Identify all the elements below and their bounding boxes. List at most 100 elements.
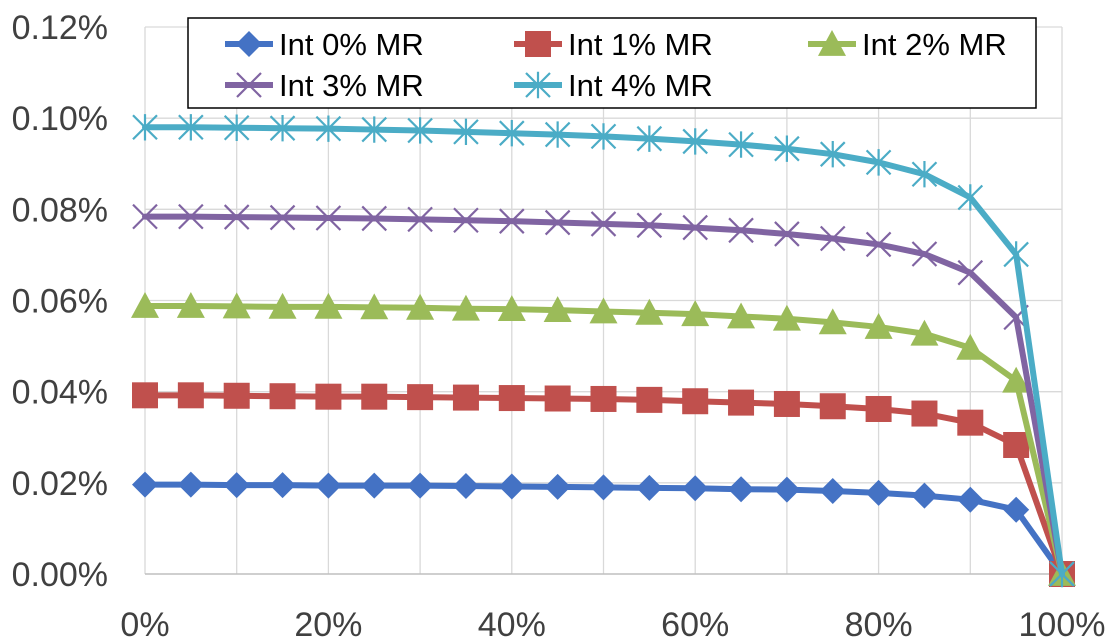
- data-point: [590, 474, 617, 501]
- data-point: [682, 214, 708, 241]
- data-point: [132, 471, 158, 498]
- data-point: [865, 395, 892, 422]
- data-point: [590, 385, 617, 412]
- data-point: [132, 382, 158, 409]
- data-point: [360, 293, 389, 320]
- x-axis-tick-labels: 0% 20% 40% 60% 80% 100%: [120, 606, 1105, 643]
- data-point: [407, 117, 433, 144]
- data-point: [728, 389, 755, 416]
- data-point: [451, 294, 480, 321]
- data-point: [728, 476, 755, 503]
- data-point: [636, 212, 663, 239]
- data-point: [544, 385, 571, 412]
- legend-label: Int 3% MR: [279, 68, 424, 103]
- data-point: [543, 296, 572, 322]
- data-point: [177, 382, 204, 409]
- legend-marker: [236, 31, 262, 57]
- data-point: [865, 231, 892, 258]
- data-point: [957, 259, 984, 286]
- legend-item: Int 2% MR: [808, 27, 1007, 62]
- data-point: [911, 241, 938, 267]
- data-point: [314, 292, 343, 319]
- y-tick-label: 0.00%: [12, 556, 108, 594]
- data-point: [1003, 431, 1030, 458]
- data-point: [590, 123, 617, 150]
- data-point: [315, 472, 342, 499]
- data-point: [819, 478, 846, 505]
- x-tick-label: 100%: [1019, 606, 1106, 643]
- x-tick-label: 40%: [478, 606, 546, 643]
- legend-marker: [525, 71, 551, 99]
- legend-marker: [236, 72, 262, 98]
- data-point: [911, 482, 938, 509]
- data-point: [774, 221, 800, 247]
- data-point: [819, 225, 846, 252]
- data-point: [544, 121, 571, 148]
- data-point: [178, 114, 204, 141]
- data-point: [452, 473, 479, 500]
- data-point: [728, 131, 754, 158]
- data-point: [361, 472, 388, 499]
- data-point: [818, 308, 847, 335]
- data-point: [223, 382, 250, 409]
- legend-marker: [525, 31, 551, 57]
- data-point: [910, 319, 939, 346]
- legend-label: Int 2% MR: [862, 27, 1007, 62]
- chart-legend: Int 0% MR Int 1% MR Int 2% MR Int 3% MR Int …: [187, 17, 1037, 109]
- data-point: [497, 295, 526, 322]
- data-point: [178, 203, 204, 230]
- data-point: [911, 400, 938, 427]
- data-point: [1003, 496, 1030, 523]
- data-point: [223, 114, 250, 141]
- data-point: [176, 291, 205, 318]
- data-point: [222, 292, 251, 319]
- data-point: [132, 203, 158, 230]
- data-point: [407, 206, 433, 233]
- series-3: [131, 291, 1076, 586]
- data-point: [636, 125, 663, 152]
- data-point: [819, 393, 846, 420]
- series-2: [132, 382, 1075, 587]
- data-point: [682, 388, 709, 415]
- y-axis-tick-labels: 0.00% 0.02% 0.04% 0.06% 0.08% 0.10% 0.12%: [12, 9, 108, 594]
- data-point: [865, 149, 892, 176]
- y-tick-label: 0.10%: [12, 100, 108, 138]
- data-point: [361, 116, 388, 143]
- data-point: [223, 204, 250, 230]
- y-tick-label: 0.08%: [12, 191, 108, 229]
- legend-item: Int 1% MR: [514, 27, 713, 62]
- data-point: [773, 390, 800, 417]
- data-point: [682, 475, 709, 502]
- data-point: [957, 409, 984, 436]
- data-point: [544, 209, 571, 236]
- series-4: [132, 203, 1075, 587]
- data-point: [223, 472, 250, 499]
- data-point: [315, 383, 342, 410]
- data-point: [819, 140, 846, 168]
- legend-box: [187, 17, 1037, 109]
- data-point: [956, 333, 985, 360]
- legend-item: Int 4% MR: [514, 68, 713, 103]
- data-point: [361, 205, 388, 232]
- data-point: [406, 293, 435, 320]
- data-point: [773, 476, 800, 503]
- data-point: [636, 386, 663, 413]
- legend-item: Int 0% MR: [225, 27, 424, 62]
- data-point: [774, 135, 800, 162]
- y-tick-label: 0.12%: [12, 9, 108, 47]
- legend-label: Int 0% MR: [279, 27, 424, 62]
- legend-marker: [818, 30, 846, 56]
- x-tick-label: 0%: [120, 606, 169, 643]
- data-point: [315, 205, 342, 231]
- data-point: [269, 114, 296, 142]
- data-point: [268, 292, 297, 319]
- data-point: [957, 486, 984, 513]
- data-point: [177, 471, 204, 498]
- data-point: [772, 304, 801, 331]
- data-point: [499, 120, 525, 147]
- legend-label: Int 1% MR: [568, 27, 713, 62]
- data-point: [453, 118, 479, 146]
- data-point: [681, 300, 710, 327]
- data-point: [589, 297, 618, 324]
